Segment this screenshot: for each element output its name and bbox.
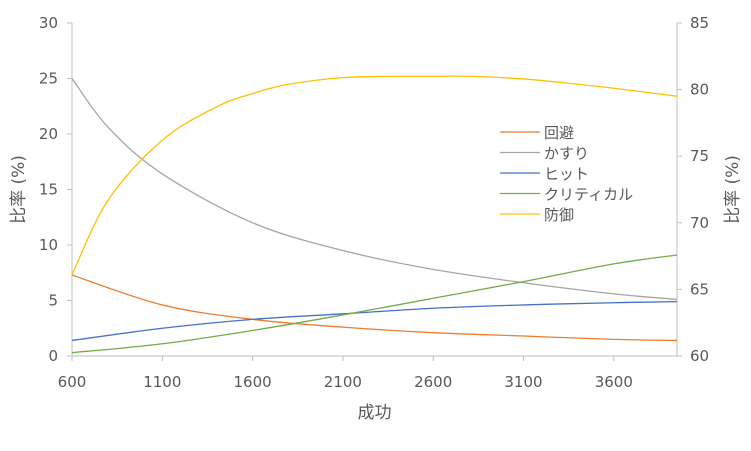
x-tick-label: 1100 <box>143 373 181 391</box>
legend-label: ヒット <box>544 165 589 183</box>
y-right-tick-label: 60 <box>690 347 709 365</box>
y-left-tick-label: 5 <box>48 292 58 310</box>
axes-layer: 0 5 10 15 20 25 30 60 65 70 75 80 85 600 1100 1600 2100 2… <box>39 14 709 391</box>
y-left-tick-label: 30 <box>39 14 58 32</box>
series-line-1 <box>71 274 678 342</box>
x-tick-label: 3600 <box>595 373 633 391</box>
y-right-tick-label: 85 <box>690 14 709 32</box>
x-tick-label: 1600 <box>234 373 272 391</box>
x-tick-label: 2100 <box>324 373 362 391</box>
x-tick-label: 2600 <box>414 373 452 391</box>
x-tick-label: 3100 <box>504 373 542 391</box>
series-line-2 <box>71 78 678 301</box>
series-line-5 <box>71 75 678 276</box>
legend-label: 回避 <box>544 124 574 142</box>
legend-label: かすり <box>544 145 589 163</box>
y-right-tick-label: 75 <box>690 147 709 165</box>
y-left-tick-label: 10 <box>39 236 58 254</box>
y-left-tick-label: 25 <box>39 70 58 88</box>
y-right-tick-label: 70 <box>690 214 709 232</box>
y-right-tick-label: 65 <box>690 280 709 298</box>
series-layer <box>71 75 678 354</box>
x-tick-label: 600 <box>58 373 87 391</box>
legend-label: 防御 <box>544 206 574 224</box>
x-axis-title: 成功 <box>358 403 392 423</box>
y-axis-right-title: 比率 (%) <box>723 155 743 224</box>
y-left-tick-label: 15 <box>39 181 58 199</box>
y-left-tick-label: 0 <box>48 347 58 365</box>
y-axis-left-title: 比率 (%) <box>9 155 29 224</box>
series-line-4 <box>71 254 678 354</box>
y-left-tick-label: 20 <box>39 125 58 143</box>
legend-label: クリティカル <box>544 186 633 204</box>
series-line-3 <box>71 300 678 342</box>
y-right-tick-label: 80 <box>690 81 709 99</box>
